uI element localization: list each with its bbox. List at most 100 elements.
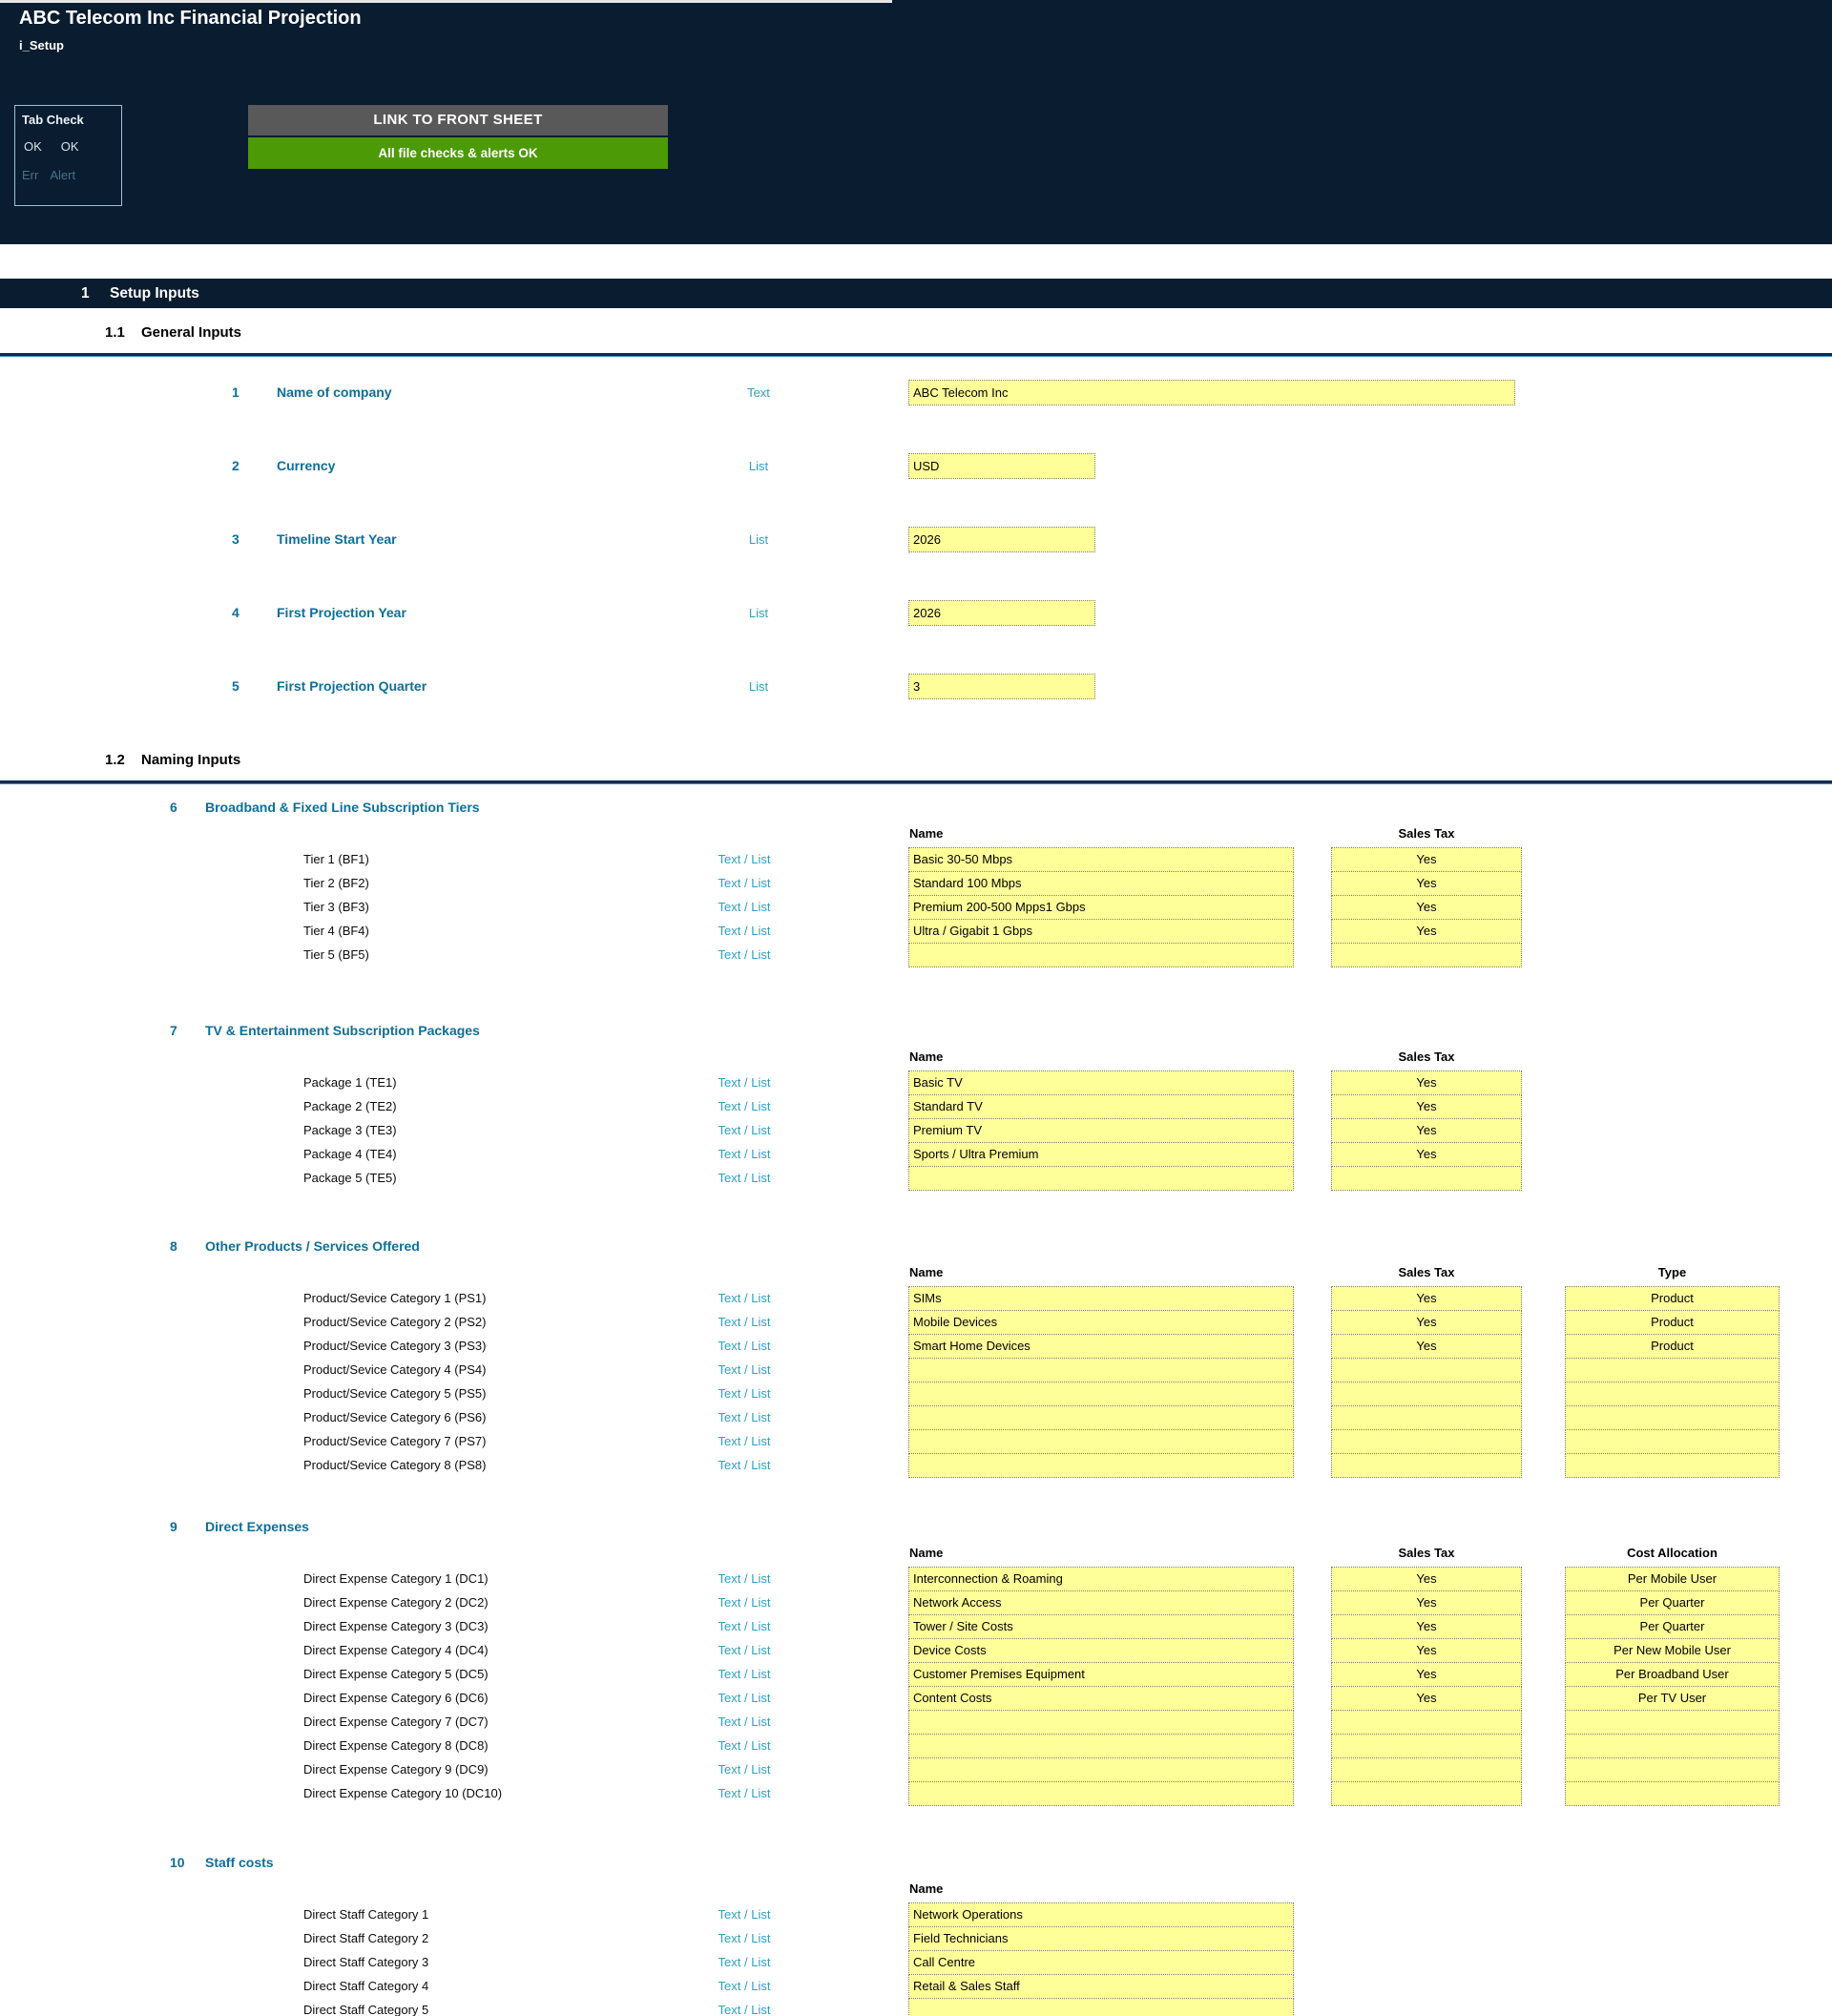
name-field[interactable] xyxy=(908,1453,1294,1478)
general-input-row: 1 Name of company Text ABC Telecom Inc xyxy=(0,380,1832,453)
row-label: Direct Expense Category 10 (DC10) xyxy=(303,1786,503,1800)
name-field[interactable]: Premium TV xyxy=(908,1118,1294,1143)
sales-tax-field[interactable]: Yes xyxy=(1331,1334,1522,1359)
type-field[interactable] xyxy=(1565,1453,1780,1478)
cost-allocation-field[interactable] xyxy=(1565,1781,1780,1806)
name-field[interactable]: Sports / Ultra Premium xyxy=(908,1142,1294,1167)
name-field[interactable] xyxy=(908,1734,1294,1758)
sales-tax-field[interactable]: Yes xyxy=(1331,1070,1522,1095)
sales-tax-field[interactable] xyxy=(1331,1429,1522,1454)
input-field[interactable]: 2026 xyxy=(908,600,1095,626)
name-field[interactable]: Smart Home Devices xyxy=(908,1334,1294,1359)
input-field[interactable]: 3 xyxy=(908,674,1095,699)
row-label: Direct Expense Category 7 (DC7) xyxy=(303,1715,489,1729)
naming-row: Tier 3 (BF3) Text / List Premium 200-500… xyxy=(0,895,1832,920)
name-field[interactable] xyxy=(908,1998,1294,2016)
sales-tax-field[interactable]: Yes xyxy=(1331,1567,1522,1591)
name-field[interactable]: Device Costs xyxy=(908,1638,1294,1663)
sales-tax-field[interactable] xyxy=(1331,1734,1522,1758)
name-field[interactable]: Network Access xyxy=(908,1590,1294,1615)
sales-tax-field[interactable]: Yes xyxy=(1331,1638,1522,1663)
name-field[interactable]: SIMs xyxy=(908,1286,1294,1311)
input-field[interactable]: ABC Telecom Inc xyxy=(908,380,1515,405)
name-field[interactable] xyxy=(908,1429,1294,1454)
sales-tax-field[interactable] xyxy=(1331,943,1522,967)
input-field[interactable]: 2026 xyxy=(908,527,1095,552)
type-field[interactable] xyxy=(1565,1358,1780,1382)
type-field[interactable] xyxy=(1565,1382,1780,1406)
row-number: 3 xyxy=(232,531,239,547)
name-field[interactable]: Premium 200-500 Mpps1 Gbps xyxy=(908,895,1294,920)
type-field[interactable] xyxy=(1565,1429,1780,1454)
sales-tax-field[interactable]: Yes xyxy=(1331,1142,1522,1167)
sales-tax-field[interactable]: Yes xyxy=(1331,895,1522,920)
sales-tax-field[interactable]: Yes xyxy=(1331,1310,1522,1335)
cost-allocation-field[interactable] xyxy=(1565,1710,1780,1735)
naming-row: Product/Sevice Category 7 (PS7) Text / L… xyxy=(0,1429,1832,1454)
sales-tax-field[interactable]: Yes xyxy=(1331,1614,1522,1639)
tab-check-err-caption: Err xyxy=(22,168,39,182)
sales-tax-field[interactable]: Yes xyxy=(1331,1662,1522,1687)
cost-allocation-field[interactable]: Per TV User xyxy=(1565,1686,1780,1711)
cost-allocation-field[interactable] xyxy=(1565,1757,1780,1782)
name-field[interactable]: Network Operations xyxy=(908,1902,1294,1927)
naming-row: Tier 1 (BF1) Text / List Basic 30-50 Mbp… xyxy=(0,847,1832,872)
sales-tax-field[interactable]: Yes xyxy=(1331,847,1522,872)
cost-allocation-field[interactable]: Per Quarter xyxy=(1565,1590,1780,1615)
group-rows: Direct Staff Category 1 Text / List Netw… xyxy=(0,1902,1832,2016)
sales-tax-field[interactable]: Yes xyxy=(1331,1286,1522,1311)
name-field[interactable] xyxy=(908,1382,1294,1406)
name-field[interactable] xyxy=(908,943,1294,967)
name-field[interactable] xyxy=(908,1781,1294,1806)
type-field[interactable]: Product xyxy=(1565,1310,1780,1335)
cost-allocation-field[interactable]: Per New Mobile User xyxy=(1565,1638,1780,1663)
name-field[interactable]: Call Centre xyxy=(908,1950,1294,1975)
name-field[interactable]: Interconnection & Roaming xyxy=(908,1567,1294,1591)
name-field[interactable] xyxy=(908,1358,1294,1382)
sales-tax-field[interactable] xyxy=(1331,1405,1522,1430)
sales-tax-field[interactable] xyxy=(1331,1757,1522,1782)
row-label: Direct Expense Category 3 (DC3) xyxy=(303,1619,489,1633)
sales-tax-field[interactable]: Yes xyxy=(1331,1590,1522,1615)
name-field[interactable]: Basic TV xyxy=(908,1070,1294,1095)
sales-tax-field[interactable]: Yes xyxy=(1331,919,1522,944)
cost-allocation-field[interactable]: Per Quarter xyxy=(1565,1614,1780,1639)
name-field[interactable]: Customer Premises Equipment xyxy=(908,1662,1294,1687)
sales-tax-field[interactable]: Yes xyxy=(1331,1686,1522,1711)
name-field[interactable]: Basic 30-50 Mbps xyxy=(908,847,1294,872)
input-type-label: Text / List xyxy=(718,1715,771,1729)
name-field[interactable] xyxy=(908,1710,1294,1735)
name-field[interactable]: Retail & Sales Staff xyxy=(908,1974,1294,1999)
input-field[interactable]: USD xyxy=(908,453,1095,479)
cost-allocation-field[interactable]: Per Broadband User xyxy=(1565,1662,1780,1687)
name-field[interactable]: Mobile Devices xyxy=(908,1310,1294,1335)
sales-tax-field[interactable] xyxy=(1331,1781,1522,1806)
sales-tax-field[interactable] xyxy=(1331,1358,1522,1382)
tab-check-ok-error: OK xyxy=(24,139,42,154)
type-field[interactable] xyxy=(1565,1405,1780,1430)
type-field[interactable]: Product xyxy=(1565,1334,1780,1359)
name-field[interactable]: Field Technicians xyxy=(908,1926,1294,1951)
cost-allocation-field[interactable]: Per Mobile User xyxy=(1565,1567,1780,1591)
sales-tax-field[interactable]: Yes xyxy=(1331,1118,1522,1143)
subsection-divider xyxy=(0,780,1832,784)
input-type-label: Text / List xyxy=(718,1667,771,1681)
name-field[interactable]: Tower / Site Costs xyxy=(908,1614,1294,1639)
sales-tax-field[interactable]: Yes xyxy=(1331,871,1522,896)
sales-tax-field[interactable] xyxy=(1331,1166,1522,1191)
sales-tax-field[interactable]: Yes xyxy=(1331,1094,1522,1119)
name-field[interactable] xyxy=(908,1405,1294,1430)
sales-tax-field[interactable] xyxy=(1331,1453,1522,1478)
name-field[interactable]: Content Costs xyxy=(908,1686,1294,1711)
cost-allocation-field[interactable] xyxy=(1565,1734,1780,1758)
name-field[interactable]: Ultra / Gigabit 1 Gbps xyxy=(908,919,1294,944)
name-field[interactable]: Standard 100 Mbps xyxy=(908,871,1294,896)
sales-tax-field[interactable] xyxy=(1331,1382,1522,1406)
sales-tax-field[interactable] xyxy=(1331,1710,1522,1735)
name-field[interactable]: Standard TV xyxy=(908,1094,1294,1119)
type-field[interactable]: Product xyxy=(1565,1286,1780,1311)
row-label: Name of company xyxy=(277,384,392,400)
link-to-front-sheet-button[interactable]: LINK TO FRONT SHEET xyxy=(248,105,668,135)
name-field[interactable] xyxy=(908,1166,1294,1191)
name-field[interactable] xyxy=(908,1757,1294,1782)
